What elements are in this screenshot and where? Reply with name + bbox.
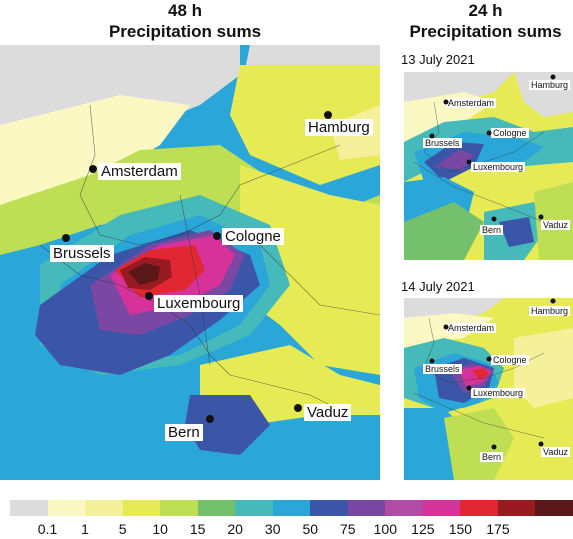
legend-swatch bbox=[347, 500, 386, 516]
marker-amsterdam bbox=[89, 165, 97, 173]
legend-swatch bbox=[47, 500, 86, 516]
top-luxembourg-label: Luxembourg bbox=[471, 162, 526, 173]
city-cologne-label: Cologne bbox=[222, 228, 284, 246]
marker-hamburg bbox=[324, 111, 332, 119]
bottom-amsterdam-label: Amsterdam bbox=[446, 323, 497, 334]
main-title: 48 h Precipitation sums bbox=[60, 0, 310, 42]
marker-bern bbox=[206, 415, 214, 423]
city-brussels-label: Brussels bbox=[50, 245, 114, 263]
top-bern-label: Bern bbox=[480, 225, 504, 236]
legend-swatch bbox=[535, 500, 573, 516]
marker-brussels bbox=[62, 234, 70, 242]
legend-swatch bbox=[197, 500, 236, 516]
right-title-line1: 24 h bbox=[468, 1, 503, 20]
legend-tick-label: 1 bbox=[81, 521, 89, 537]
bottom-hamburg-label: Hamburg bbox=[529, 306, 571, 317]
legend-tick-label: 150 bbox=[448, 521, 473, 537]
panel-bottom-date: 14 July 2021 bbox=[401, 279, 475, 294]
legend-tick-label: 5 bbox=[118, 521, 127, 537]
legend-swatch bbox=[85, 500, 123, 516]
city-bern-label: Bern bbox=[165, 424, 203, 442]
legend-ticks: 0.1 1 5 10 15 20 30 50 75 100 125 150 175 bbox=[0, 521, 573, 539]
precipitation-legend bbox=[10, 500, 573, 516]
main-title-line2: Precipitation sums bbox=[108, 22, 262, 41]
legend-tick-label: 175 bbox=[486, 521, 510, 537]
legend-tick-label: 30 bbox=[264, 521, 281, 537]
legend-swatch bbox=[235, 500, 273, 516]
city-hamburg-label: Hamburg bbox=[305, 119, 373, 137]
legend-swatch bbox=[310, 500, 348, 516]
legend-swatch bbox=[122, 500, 161, 516]
bottom-cologne-label: Cologne bbox=[491, 355, 529, 366]
top-cologne-label: Cologne bbox=[491, 128, 529, 139]
top-amsterdam-label: Amsterdam bbox=[446, 98, 497, 109]
legend-swatch bbox=[422, 500, 461, 516]
legend-tick-label: 0.1 bbox=[37, 521, 58, 537]
city-amsterdam-label: Amsterdam bbox=[98, 163, 181, 181]
bottom-bern-label: Bern bbox=[480, 452, 504, 463]
city-vaduz-label: Vaduz bbox=[304, 404, 352, 422]
marker-vaduz bbox=[294, 404, 302, 412]
city-luxembourg-label: Luxembourg bbox=[154, 295, 244, 313]
legend-tick-label: 15 bbox=[189, 521, 206, 537]
legend-tick-label: 50 bbox=[302, 521, 319, 537]
bottom-vaduz-label: Vaduz bbox=[541, 447, 570, 458]
top-vaduz-label: Vaduz bbox=[541, 220, 570, 231]
legend-tick-label: 20 bbox=[227, 521, 243, 537]
legend-swatch bbox=[272, 500, 311, 516]
legend-tick-label: 100 bbox=[373, 521, 398, 537]
legend-swatch bbox=[497, 500, 536, 516]
legend-tick-label: 75 bbox=[340, 521, 356, 537]
marker-cologne bbox=[213, 232, 221, 240]
marker-luxembourg bbox=[145, 292, 153, 300]
panel-top-date: 13 July 2021 bbox=[401, 52, 475, 67]
right-title: 24 h Precipitation sums bbox=[398, 0, 573, 42]
top-brussels-label: Brussels bbox=[423, 138, 462, 149]
legend-swatch bbox=[10, 500, 48, 516]
right-title-line2: Precipitation sums bbox=[409, 22, 562, 41]
main-title-line1: 48 h bbox=[167, 1, 203, 20]
bottom-brussels-label: Brussels bbox=[423, 364, 462, 375]
legend-swatch bbox=[160, 500, 198, 516]
legend-swatch bbox=[385, 500, 423, 516]
bottom-luxembourg-label: Luxembourg bbox=[471, 388, 526, 399]
legend-tick-label: 10 bbox=[152, 521, 168, 537]
legend-tick-label: 125 bbox=[411, 521, 435, 537]
top-hamburg-label: Hamburg bbox=[529, 80, 571, 91]
legend-swatch bbox=[460, 500, 498, 516]
